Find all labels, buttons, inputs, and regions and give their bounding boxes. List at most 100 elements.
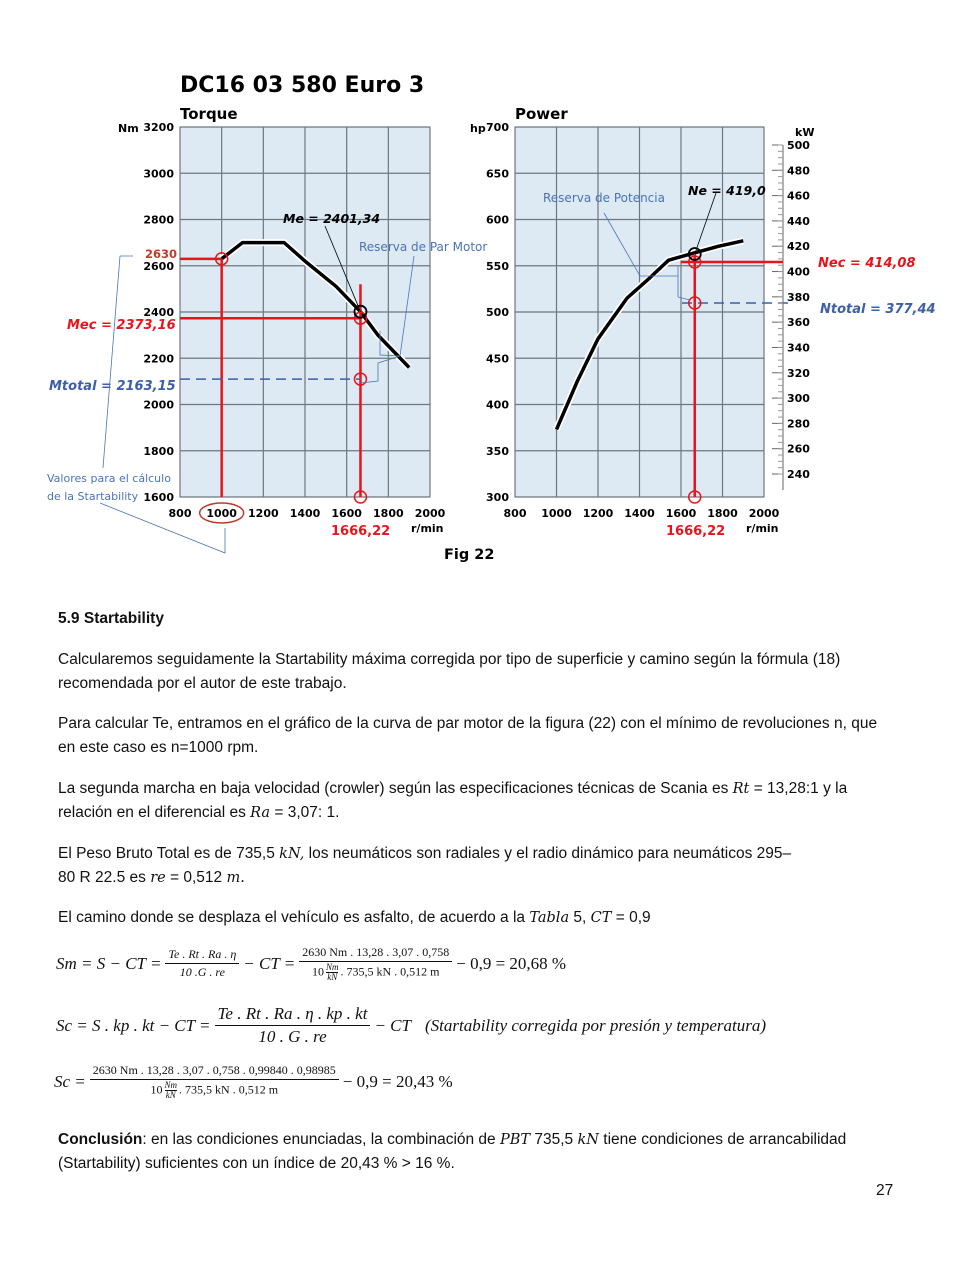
torque-xtick-label: 1200 — [248, 507, 279, 520]
torque-xtick-label: 1600 — [331, 507, 362, 520]
torque-x-unit: r/min — [411, 522, 444, 535]
power-ytick-label: 650 — [486, 167, 509, 180]
power-y2-unit: kW — [795, 126, 814, 139]
fraction: 2630 Nm . 13,28 . 3,07 . 0,758 . 0,99840… — [89, 1063, 339, 1100]
red-marker — [214, 252, 229, 266]
ne-label: Ne = 419,0 — [688, 183, 766, 198]
me-label: Me = 2401,34 — [283, 211, 380, 226]
power-xtick-label: 2000 — [749, 507, 780, 520]
reserva-potencia-label: Reserva de Potencia — [543, 191, 665, 205]
ne-leader — [694, 192, 717, 255]
torque-ytick-label: 2000 — [143, 399, 174, 412]
text: tiene condiciones de arrancabilidad (Sta… — [58, 1131, 847, 1172]
torque-rpm-label: 1666,22 — [331, 524, 390, 539]
paragraph-5: El camino donde se desplaza el vehículo … — [58, 906, 888, 930]
red-marker — [353, 311, 368, 325]
torque-xtick-label: 1800 — [373, 507, 404, 520]
me-leader — [324, 225, 361, 312]
math: Tabla — [529, 910, 570, 926]
den-rest: . 735,5 kN . 0,512 m — [179, 1082, 279, 1097]
torque-xtick-label: 800 — [169, 507, 192, 520]
red-marker — [687, 296, 702, 310]
math: m. — [226, 870, 245, 886]
torque-ytick-label: 2600 — [143, 260, 174, 273]
power-xtick-label: 1000 — [541, 507, 572, 520]
eq-mid: − CT = — [243, 953, 296, 973]
kw-tick-label: 420 — [787, 240, 810, 253]
conclusion-label: Conclusión — [58, 1131, 143, 1148]
power-ytick-label: 700 — [486, 121, 509, 134]
kw-tick-label: 240 — [787, 468, 810, 481]
text: = 0,512 — [165, 869, 227, 886]
valores-label-2: de la Startability — [47, 490, 139, 503]
red-marker — [687, 255, 702, 269]
n-min-highlight — [198, 502, 245, 524]
tick-2630: 2630 — [145, 247, 177, 261]
torque-ytick-label: 2200 — [143, 352, 174, 365]
torque-xtick-label: 2000 — [415, 507, 446, 520]
text: El Peso Bruto Total es de 735,5 — [58, 845, 280, 862]
unit-fraction: Nm kN — [325, 962, 339, 982]
kw-tick-label: 440 — [787, 215, 810, 228]
kw-tick-label: 460 — [787, 190, 810, 203]
torque-ytick-label: 3000 — [143, 167, 174, 180]
kw-tick-label: 280 — [787, 417, 810, 430]
torque-ytick-label: 2800 — [143, 214, 174, 227]
ne-marker — [687, 247, 702, 261]
mec-label: Mec = 2373,16 — [67, 318, 176, 333]
text: = 0,9 — [611, 909, 651, 926]
equation-sc-values: Sc = 2630 Nm . 13,28 . 3,07 . 0,758 . 0,… — [54, 1063, 453, 1100]
torque-ytick-label: 1600 — [143, 491, 174, 504]
page-number: 27 — [876, 1182, 894, 1199]
eq-note: (Startability corregida por presión y te… — [424, 1015, 767, 1035]
math: CT — [590, 910, 612, 926]
power-x-unit: r/min — [746, 522, 779, 535]
me-marker — [353, 304, 368, 319]
power-ytick-label: 500 — [486, 306, 509, 319]
eq-rhs: − 0,9 = 20,43 % — [342, 1071, 453, 1091]
torque-xtick-label: 1000 — [206, 507, 237, 520]
power-xtick-label: 1200 — [583, 507, 614, 520]
conclusion: Conclusión: en las condiciones enunciada… — [58, 1128, 888, 1176]
math: re — [150, 870, 166, 886]
power-ytick-label: 400 — [486, 399, 509, 412]
torque-xtick-label: 1400 — [290, 507, 321, 520]
math: PBT — [499, 1132, 531, 1148]
valores-bracket — [99, 255, 226, 554]
red-marker — [687, 490, 702, 504]
figure-title: DC16 03 580 Euro 3 — [180, 73, 424, 98]
power-curve — [554, 239, 744, 431]
text: : en las condiciones enunciadas, la comb… — [142, 1131, 500, 1148]
math: Ra — [250, 805, 271, 821]
text: = 13,28:1 y la relación en el diferencia… — [58, 780, 848, 821]
kw-tick-label: 320 — [787, 367, 810, 380]
numerator: Te . Rt . Ra . η — [165, 947, 240, 964]
power-ytick-label: 550 — [486, 260, 509, 273]
math: kN, — [279, 846, 305, 862]
paragraph-3: La segunda marcha en baja velocidad (cro… — [58, 777, 888, 825]
text: La segunda marcha en baja velocidad (cro… — [58, 780, 733, 797]
red-marker — [353, 372, 368, 386]
torque-y-unit: Nm — [118, 122, 139, 135]
reserva-par-bracket — [360, 255, 415, 384]
power-y-unit: hp — [470, 122, 486, 135]
fraction: Te . Rt . Ra . η . kp . kt 10 . G . re — [214, 1004, 371, 1047]
text: 5, — [569, 909, 591, 926]
power-title: Power — [515, 105, 568, 123]
torque-title: Torque — [180, 105, 238, 123]
figure-caption: Fig 22 — [444, 547, 494, 563]
unit-num: Nm — [325, 962, 339, 973]
figure-22: DC16 03 580 Euro 3 Torque Power Nm hp kW… — [47, 73, 936, 563]
power-ytick-label: 350 — [486, 445, 509, 458]
torque-ytick-label: 1800 — [143, 445, 174, 458]
den-value: 10 — [311, 964, 324, 979]
unit-num: Nm — [164, 1080, 178, 1091]
fraction: 2630 Nm . 13,28 . 3,07 . 0,758 10 Nm kN. 73… — [299, 945, 453, 982]
unit-den: kN — [327, 972, 338, 982]
eq-lhs: Sc = S . kp . kt − CT = — [56, 1015, 211, 1035]
power-rpm-label: 1666,22 — [666, 524, 725, 539]
power-ytick-label: 450 — [486, 352, 509, 365]
eq-lhs: Sm = S − CT = — [56, 953, 162, 973]
kw-tick-label: 340 — [787, 341, 810, 354]
